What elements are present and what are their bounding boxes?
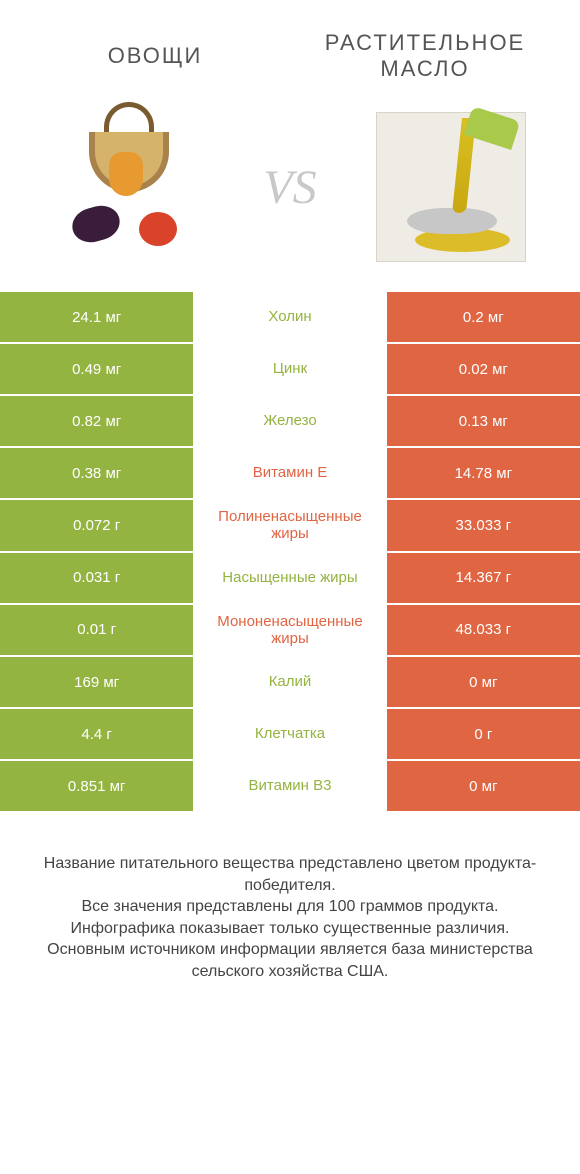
table-row: 0.49 мгЦинк0.02 мг xyxy=(0,344,580,396)
table-row: 0.38 мгВитамин E14.78 мг xyxy=(0,448,580,500)
right-product-title: РАСТИТЕЛЬНОЕ МАСЛО xyxy=(290,30,560,82)
left-value-cell: 0.031 г xyxy=(0,553,193,605)
right-value-cell: 14.367 г xyxy=(387,553,580,605)
nutrient-name-cell: Цинк xyxy=(193,344,386,396)
comparison-table: 24.1 мгХолин0.2 мг0.49 мгЦинк0.02 мг0.82… xyxy=(0,292,580,813)
right-value-cell: 14.78 мг xyxy=(387,448,580,500)
vs-label: VS xyxy=(263,160,316,215)
table-row: 0.072 гПолиненасыщенные жиры33.033 г xyxy=(0,500,580,553)
nutrient-name-cell: Насыщенные жиры xyxy=(193,553,386,605)
left-product-title: ОВОЩИ xyxy=(20,43,290,69)
table-row: 0.851 мгВитамин B30 мг xyxy=(0,761,580,813)
right-value-cell: 48.033 г xyxy=(387,605,580,658)
nutrient-name-cell: Холин xyxy=(193,292,386,344)
table-row: 0.01 гМононенасыщенные жиры48.033 г xyxy=(0,605,580,658)
right-value-cell: 0.02 мг xyxy=(387,344,580,396)
nutrient-name-cell: Витамин E xyxy=(193,448,386,500)
right-value-cell: 0 мг xyxy=(387,761,580,813)
right-value-cell: 0 мг xyxy=(387,657,580,709)
table-row: 24.1 мгХолин0.2 мг xyxy=(0,292,580,344)
right-product-image xyxy=(366,102,536,272)
nutrient-name-cell: Полиненасыщенные жиры xyxy=(193,500,386,553)
footer-line: Все значения представлены для 100 граммо… xyxy=(28,896,552,918)
right-value-cell: 0.2 мг xyxy=(387,292,580,344)
left-value-cell: 0.49 мг xyxy=(0,344,193,396)
table-row: 0.82 мгЖелезо0.13 мг xyxy=(0,396,580,448)
nutrient-name-cell: Железо xyxy=(193,396,386,448)
left-value-cell: 0.072 г xyxy=(0,500,193,553)
versus-row: VS xyxy=(0,92,580,292)
table-row: 4.4 гКлетчатка0 г xyxy=(0,709,580,761)
footer-notes: Название питательного вещества представл… xyxy=(0,813,580,1003)
right-value-cell: 33.033 г xyxy=(387,500,580,553)
left-value-cell: 0.82 мг xyxy=(0,396,193,448)
table-row: 0.031 гНасыщенные жиры14.367 г xyxy=(0,553,580,605)
footer-line: Основным источником информации является … xyxy=(28,939,552,982)
left-value-cell: 0.851 мг xyxy=(0,761,193,813)
left-value-cell: 0.38 мг xyxy=(0,448,193,500)
left-value-cell: 0.01 г xyxy=(0,605,193,658)
left-product-image xyxy=(44,102,214,272)
oil-icon xyxy=(376,112,526,262)
left-value-cell: 169 мг xyxy=(0,657,193,709)
footer-line: Инфографика показывает только существенн… xyxy=(28,918,552,940)
right-value-cell: 0 г xyxy=(387,709,580,761)
right-value-cell: 0.13 мг xyxy=(387,396,580,448)
vegetables-icon xyxy=(54,112,204,262)
nutrient-name-cell: Витамин B3 xyxy=(193,761,386,813)
nutrient-name-cell: Калий xyxy=(193,657,386,709)
table-row: 169 мгКалий0 мг xyxy=(0,657,580,709)
header: ОВОЩИ РАСТИТЕЛЬНОЕ МАСЛО xyxy=(0,0,580,92)
left-value-cell: 24.1 мг xyxy=(0,292,193,344)
left-value-cell: 4.4 г xyxy=(0,709,193,761)
nutrient-name-cell: Клетчатка xyxy=(193,709,386,761)
footer-line: Название питательного вещества представл… xyxy=(28,853,552,896)
nutrient-name-cell: Мононенасыщенные жиры xyxy=(193,605,386,658)
